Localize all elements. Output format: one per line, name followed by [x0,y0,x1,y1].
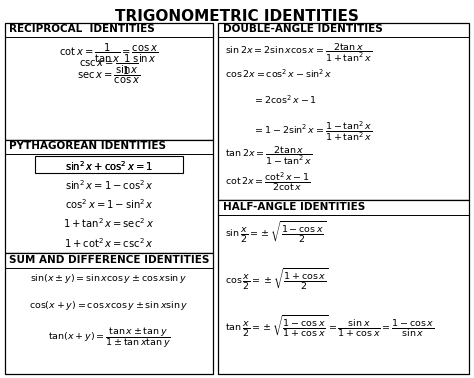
FancyBboxPatch shape [5,23,213,140]
Text: $\sin 2x = 2\sin x\cos x = \dfrac{2\tan x}{1 + \tan^2 x}$: $\sin 2x = 2\sin x\cos x = \dfrac{2\tan … [225,42,373,64]
Text: TRIGONOMETRIC IDENTITIES: TRIGONOMETRIC IDENTITIES [115,9,359,25]
Text: $\tan 2x = \dfrac{2\tan x}{1 - \tan^2 x}$: $\tan 2x = \dfrac{2\tan x}{1 - \tan^2 x}… [225,145,313,167]
Text: $\quad\quad\quad = 1 - 2\sin^2 x = \dfrac{1 - \tan^2 x}{1 + \tan^2 x}$: $\quad\quad\quad = 1 - 2\sin^2 x = \dfra… [225,119,373,143]
FancyBboxPatch shape [5,253,213,374]
Text: $\tan(x + y) = \dfrac{\tan x \pm \tan y}{1 \pm \tan x \tan y}$: $\tan(x + y) = \dfrac{\tan x \pm \tan y}… [47,325,171,350]
Text: $\sec x = \dfrac{1}{\cos x}$: $\sec x = \dfrac{1}{\cos x}$ [77,65,141,86]
Text: $1 + \tan^2 x = \sec^2 x$: $1 + \tan^2 x = \sec^2 x$ [64,217,155,231]
FancyBboxPatch shape [35,156,183,173]
FancyBboxPatch shape [5,140,213,253]
Text: $\csc x = \dfrac{1}{\sin x}$: $\csc x = \dfrac{1}{\sin x}$ [79,53,139,76]
Text: $\tan\dfrac{x}{2} = \pm\sqrt{\dfrac{1 - \cos x}{1 + \cos x}} = \dfrac{\sin x}{1 : $\tan\dfrac{x}{2} = \pm\sqrt{\dfrac{1 - … [225,313,435,339]
Text: DOUBLE-ANGLE IDENTITIES: DOUBLE-ANGLE IDENTITIES [223,24,383,34]
Text: $\cot 2x = \dfrac{\cot^2 x - 1}{2\cot x}$: $\cot 2x = \dfrac{\cot^2 x - 1}{2\cot x}… [225,170,311,193]
Text: $\cos^2 x = 1 - \sin^2 x$: $\cos^2 x = 1 - \sin^2 x$ [64,197,154,211]
Text: $\sin(x \pm y) = \sin x \cos y \pm \cos x \sin y$: $\sin(x \pm y) = \sin x \cos y \pm \cos … [30,272,188,285]
Text: $\sin\dfrac{x}{2} = \pm\sqrt{\dfrac{1 - \cos x}{2}}$: $\sin\dfrac{x}{2} = \pm\sqrt{\dfrac{1 - … [225,219,327,245]
Text: $1 + \cot^2 x = \csc^2 x$: $1 + \cot^2 x = \csc^2 x$ [64,236,154,250]
Text: $\sin^2 x = 1 - \cos^2 x$: $\sin^2 x = 1 - \cos^2 x$ [64,178,154,192]
FancyBboxPatch shape [218,200,469,374]
Text: $\sin^2 x + \cos^2 x = 1$: $\sin^2 x + \cos^2 x = 1$ [65,159,153,173]
Text: $\cos(x + y) = \cos x \cos y \pm \sin x \sin y$: $\cos(x + y) = \cos x \cos y \pm \sin x … [29,299,189,312]
Text: $\cos\dfrac{x}{2} = \pm\sqrt{\dfrac{1 + \cos x}{2}}$: $\cos\dfrac{x}{2} = \pm\sqrt{\dfrac{1 + … [225,266,329,292]
Text: PYTHAGOREAN IDENTITIES: PYTHAGOREAN IDENTITIES [9,141,166,151]
Text: RECIPROCAL  IDENTITIES: RECIPROCAL IDENTITIES [9,24,155,34]
Text: $\cos 2x = \cos^2 x - \sin^2 x$: $\cos 2x = \cos^2 x - \sin^2 x$ [225,67,333,80]
Text: $\cot x = \dfrac{1}{\tan x} = \dfrac{\cos x}{\sin x}$: $\cot x = \dfrac{1}{\tan x} = \dfrac{\co… [59,42,159,65]
Text: HALF-ANGLE IDENTITIES: HALF-ANGLE IDENTITIES [223,202,365,212]
Text: SUM AND DIFFERENCE IDENTITIES: SUM AND DIFFERENCE IDENTITIES [9,255,210,265]
Text: $\quad\quad\quad = 2\cos^2 x - 1$: $\quad\quad\quad = 2\cos^2 x - 1$ [225,93,317,106]
FancyBboxPatch shape [218,23,469,200]
Text: $\sin^2 x + \cos^2 x = 1$: $\sin^2 x + \cos^2 x = 1$ [65,159,153,173]
